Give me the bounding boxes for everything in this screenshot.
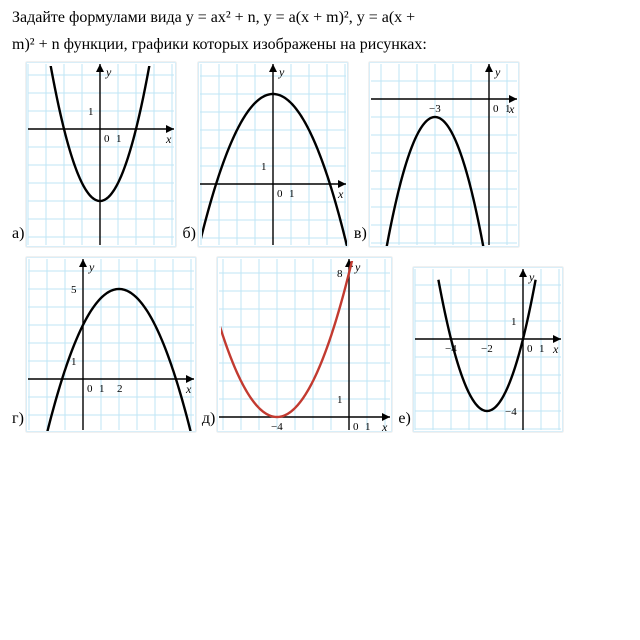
svg-text:x: x <box>165 132 172 146</box>
panel-e: е)xy01−2−41−4 <box>398 267 562 432</box>
svg-text:1: 1 <box>505 103 511 115</box>
svg-text:8: 8 <box>337 268 343 280</box>
svg-text:y: y <box>494 65 501 79</box>
panel-d: д)xy01−418 <box>202 257 392 432</box>
charts-container: а)xy011б)xy011в)xy01−3г)xy01215д)xy01−41… <box>12 62 628 432</box>
panel-label-g: г) <box>12 410 24 432</box>
chart-a: xy011 <box>26 62 176 247</box>
svg-text:−3: −3 <box>429 103 441 115</box>
chart-d: xy01−418 <box>217 257 392 432</box>
svg-text:x: x <box>552 342 559 356</box>
chart-b: xy011 <box>198 62 348 247</box>
problem-text-line1: Задайте формулами вида y = ax² + n, y = … <box>12 8 628 29</box>
svg-text:−2: −2 <box>481 343 493 355</box>
svg-text:y: y <box>278 65 285 79</box>
svg-text:1: 1 <box>261 161 267 173</box>
svg-text:1: 1 <box>289 188 295 200</box>
svg-text:0: 0 <box>353 421 359 432</box>
svg-text:x: x <box>381 420 388 432</box>
svg-text:1: 1 <box>71 356 77 368</box>
panel-label-d: д) <box>202 410 215 432</box>
svg-text:5: 5 <box>71 284 77 296</box>
svg-text:x: x <box>185 382 192 396</box>
svg-text:2: 2 <box>117 383 123 395</box>
svg-text:0: 0 <box>277 188 283 200</box>
svg-text:1: 1 <box>511 316 517 328</box>
chart-g: xy01215 <box>26 257 196 432</box>
chart-v: xy01−3 <box>369 62 519 247</box>
svg-text:1: 1 <box>99 383 105 395</box>
chart-e: xy01−2−41−4 <box>413 267 563 432</box>
svg-text:1: 1 <box>88 106 94 118</box>
svg-text:x: x <box>337 187 344 201</box>
svg-text:0: 0 <box>493 103 499 115</box>
svg-text:0: 0 <box>87 383 93 395</box>
svg-text:1: 1 <box>365 421 371 432</box>
panel-g: г)xy01215 <box>12 257 196 432</box>
svg-text:y: y <box>105 65 112 79</box>
svg-text:0: 0 <box>104 133 110 145</box>
panel-v: в)xy01−3 <box>354 62 519 247</box>
panel-a: а)xy011 <box>12 62 176 247</box>
svg-text:y: y <box>88 260 95 274</box>
svg-text:y: y <box>354 260 361 274</box>
panel-label-b: б) <box>182 225 195 247</box>
panel-label-e: е) <box>398 410 410 432</box>
svg-text:−4: −4 <box>271 421 283 432</box>
svg-text:−4: −4 <box>505 406 517 418</box>
svg-text:0: 0 <box>527 343 533 355</box>
panel-label-v: в) <box>354 225 367 247</box>
panel-label-a: а) <box>12 225 24 247</box>
panel-b: б)xy011 <box>182 62 347 247</box>
problem-text-line2: m)² + n функции, графики которых изображ… <box>12 35 628 56</box>
svg-text:1: 1 <box>539 343 545 355</box>
svg-text:y: y <box>528 270 535 284</box>
svg-text:1: 1 <box>116 133 122 145</box>
svg-text:1: 1 <box>337 394 343 406</box>
